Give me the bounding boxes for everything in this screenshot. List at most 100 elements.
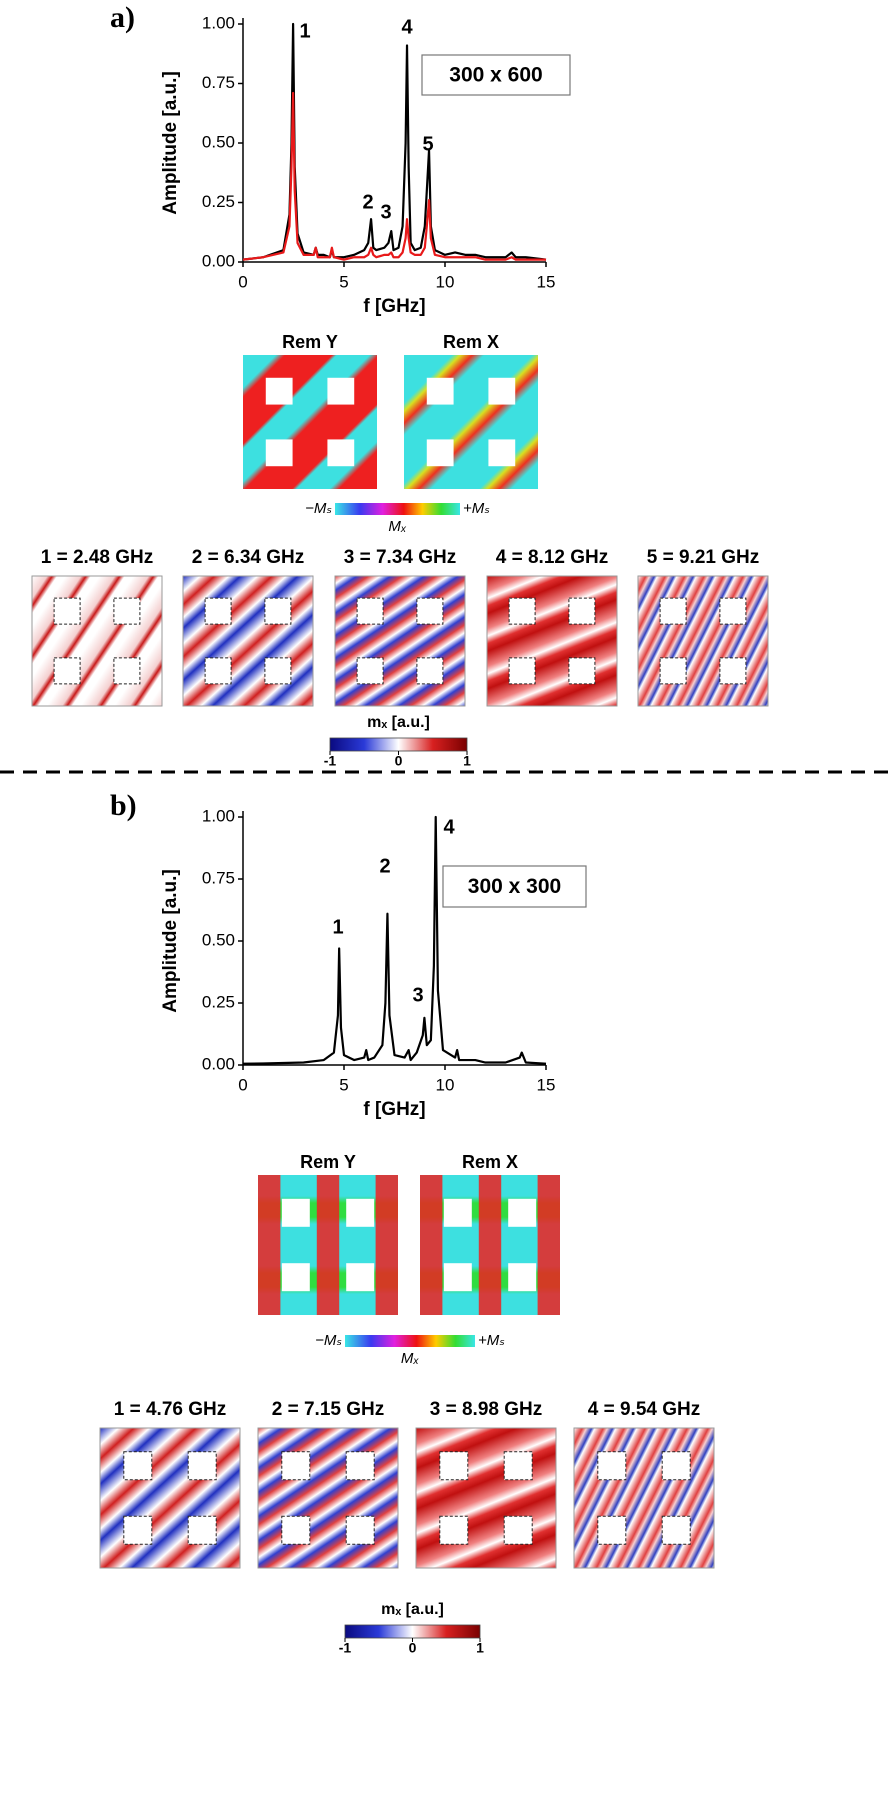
hole — [113, 597, 141, 625]
mode-colorbar-tick-label: -1 — [324, 753, 337, 769]
y-tick-label: 0.00 — [202, 1054, 235, 1073]
hole — [346, 1198, 375, 1227]
hole — [264, 597, 292, 625]
hole — [281, 1451, 311, 1481]
hole — [123, 1451, 153, 1481]
mode-map — [31, 575, 163, 707]
x-tick-label: 15 — [537, 272, 556, 291]
hole — [123, 1515, 153, 1545]
y-tick-label: 0.75 — [202, 868, 235, 887]
mode-colorbar-tick-label: 0 — [395, 753, 403, 769]
hole — [53, 597, 81, 625]
rem-band — [316, 1175, 340, 1315]
hole — [503, 1515, 533, 1545]
x-tick-label: 10 — [436, 272, 455, 291]
hole — [426, 377, 454, 405]
y-tick-label: 0.75 — [202, 73, 235, 92]
rem-title: Rem X — [462, 1152, 518, 1172]
hole — [508, 597, 536, 625]
rem-band — [420, 1175, 443, 1315]
x-tick-label: 0 — [238, 272, 247, 291]
rem-colorbar-max: +Mₛ — [478, 1332, 505, 1349]
hole — [568, 657, 596, 685]
mode-map — [415, 1427, 557, 1569]
label-box — [442, 865, 587, 908]
hole — [719, 597, 747, 625]
hole — [488, 439, 516, 467]
mode-title: 4 = 9.54 GHz — [588, 1399, 700, 1420]
hole — [416, 657, 444, 685]
x-tick-label: 5 — [339, 272, 348, 291]
x-tick-label: 5 — [339, 1075, 348, 1094]
mode-title: 3 = 7.34 GHz — [344, 547, 456, 568]
y-tick-label: 0.25 — [202, 992, 235, 1011]
hole — [327, 439, 355, 467]
mode-map — [486, 575, 618, 707]
hole — [327, 377, 355, 405]
rem-band — [537, 1175, 560, 1315]
hole — [346, 1263, 375, 1292]
mode-title: 4 = 8.12 GHz — [496, 547, 608, 568]
mode-map — [182, 575, 314, 707]
rem-colorbar-title: Mₓ — [388, 518, 406, 535]
rem-title: Rem X — [443, 332, 499, 352]
peak-label: 1 — [299, 20, 310, 42]
mode-colorbar-tick-label: -1 — [339, 1640, 352, 1656]
hole — [488, 377, 516, 405]
mode-colorbar-tick-label: 1 — [463, 753, 471, 769]
hole — [204, 657, 232, 685]
peak-label: 4 — [443, 816, 455, 838]
hole — [345, 1515, 375, 1545]
rem-colorbar — [335, 503, 460, 515]
mode-title: 1 = 4.76 GHz — [114, 1399, 226, 1420]
hole — [597, 1515, 627, 1545]
mode-title: 2 = 7.15 GHz — [272, 1399, 384, 1420]
hole — [443, 1198, 472, 1227]
hole — [187, 1451, 217, 1481]
hole — [661, 1451, 691, 1481]
hole — [661, 1515, 691, 1545]
mode-colorbar-tick-label: 0 — [409, 1640, 417, 1656]
peak-label: 3 — [380, 201, 391, 223]
hole — [281, 1263, 310, 1292]
hole — [597, 1451, 627, 1481]
hole — [659, 597, 687, 625]
hole — [508, 1263, 537, 1292]
mode-map — [573, 1427, 715, 1569]
mode-map — [99, 1427, 241, 1569]
mode-title: 1 = 2.48 GHz — [41, 547, 153, 568]
hole — [113, 657, 141, 685]
hole — [265, 377, 293, 405]
peak-label: 5 — [422, 133, 433, 155]
hole — [719, 657, 747, 685]
peak-label: 1 — [332, 916, 343, 938]
hole — [356, 657, 384, 685]
rem-colorbar-title: Mₓ — [401, 1350, 419, 1367]
box-label: 300 x 300 — [468, 875, 561, 898]
y-tick-label: 0.50 — [202, 930, 235, 949]
hole — [264, 657, 292, 685]
rem-colorbar — [345, 1335, 475, 1347]
rem-title: Rem Y — [282, 332, 338, 352]
hole — [508, 657, 536, 685]
hole — [439, 1515, 469, 1545]
spectrum-line — [242, 22, 547, 261]
mode-map — [637, 575, 769, 707]
rem-map — [243, 355, 377, 489]
mode-colorbar — [329, 737, 468, 752]
mode-map — [334, 575, 466, 707]
x-tick-label: 15 — [537, 1075, 556, 1094]
hole — [345, 1451, 375, 1481]
rem-colorbar-min: −Mₛ — [315, 1332, 342, 1349]
peak-label: 2 — [379, 855, 390, 877]
hole — [659, 657, 687, 685]
hole — [356, 597, 384, 625]
y-axis-title: Amplitude [a.u.] — [160, 869, 181, 1013]
mode-title: 3 = 8.98 GHz — [430, 1399, 542, 1420]
mode-colorbar-title: mₓ [a.u.] — [381, 1601, 444, 1618]
mode-colorbar-title: mₓ [a.u.] — [367, 714, 430, 731]
y-tick-label: 0.00 — [202, 251, 235, 270]
mode-colorbar-tick-label: 1 — [476, 1640, 484, 1656]
hole — [416, 597, 444, 625]
x-axis-title: f [GHz] — [363, 1099, 425, 1120]
